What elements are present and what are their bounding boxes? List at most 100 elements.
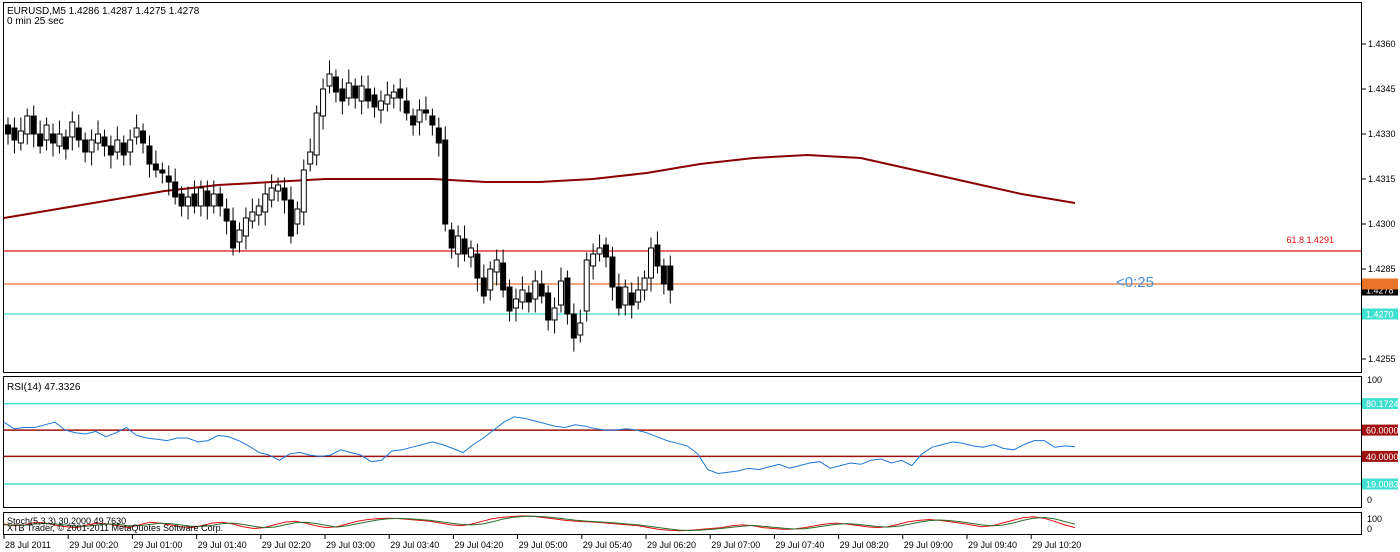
rsi-panel[interactable] xyxy=(3,376,1362,508)
x-tick-label: 29 Jul 09:00 xyxy=(904,540,953,550)
fib-level-label: 61.8 1.4291 xyxy=(1286,235,1334,245)
candle xyxy=(114,126,121,160)
x-tick-label: 29 Jul 05:00 xyxy=(519,540,568,550)
rsi-level-tag: 80.1724 xyxy=(1362,398,1399,410)
y-tick-label: 1.4345 xyxy=(1368,84,1396,94)
candle xyxy=(62,129,69,160)
price-tag-2: 1.4280 xyxy=(1362,278,1398,290)
candle xyxy=(287,186,294,244)
candle xyxy=(313,105,320,166)
candle xyxy=(255,198,262,226)
countdown-label: <0:25 xyxy=(1116,274,1154,291)
x-tick-label: 29 Jul 10:20 xyxy=(1032,540,1081,550)
candle xyxy=(217,186,224,217)
candle xyxy=(403,87,410,121)
candle xyxy=(281,177,288,214)
candle xyxy=(5,117,11,145)
candle xyxy=(455,225,462,268)
price-tags: 1.4278 1.4270 1.4280 xyxy=(1362,278,1398,320)
x-tick-label: 29 Jul 03:00 xyxy=(326,540,375,550)
rsi-y-tick: 0 xyxy=(1367,495,1372,505)
y-tick-label: 1.4315 xyxy=(1368,174,1396,184)
candle xyxy=(422,96,429,121)
moving-average-line xyxy=(3,153,1076,219)
price-panel[interactable] xyxy=(3,2,1362,373)
candle xyxy=(358,75,365,115)
candle xyxy=(242,207,249,250)
candle xyxy=(519,276,526,310)
candle xyxy=(210,180,217,214)
stoch-y-tick: 100 xyxy=(1367,514,1382,524)
rsi-y-axis: 100 0 xyxy=(1367,375,1382,505)
x-tick-label: 29 Jul 00:20 xyxy=(69,540,118,550)
stochastic-lines xyxy=(3,515,1076,532)
candle xyxy=(75,114,82,148)
candle xyxy=(204,180,211,220)
candle xyxy=(140,123,147,154)
candle xyxy=(397,78,404,112)
candle xyxy=(525,285,532,313)
candlestick-series xyxy=(5,60,674,352)
svg-text:1.4278: 1.4278 xyxy=(1366,286,1394,296)
svg-text:80.1724: 80.1724 xyxy=(1366,399,1399,409)
y-tick-label: 1.4285 xyxy=(1368,264,1396,274)
candle xyxy=(583,252,590,322)
candle xyxy=(56,120,63,154)
svg-text:40.0000: 40.0000 xyxy=(1366,452,1399,462)
x-tick-label: 29 Jul 06:20 xyxy=(647,540,696,550)
rsi-y-tick: 100 xyxy=(1367,375,1382,385)
svg-text:19.0083: 19.0083 xyxy=(1366,480,1399,490)
candle xyxy=(551,297,558,334)
candle xyxy=(107,135,114,169)
stoch-series-line-1 xyxy=(3,515,1076,532)
candle xyxy=(223,198,230,235)
candle xyxy=(442,126,449,232)
candle xyxy=(82,132,89,163)
stoch-title: Stoch(5,3,3) 30.2000 49.7630 xyxy=(7,516,126,526)
candle xyxy=(512,288,519,322)
x-tick-label: 29 Jul 05:40 xyxy=(583,540,632,550)
candle xyxy=(307,138,314,172)
candle xyxy=(262,183,269,226)
candle xyxy=(37,120,44,154)
candle xyxy=(43,117,50,151)
candle xyxy=(352,78,359,109)
price-y-axis: 1.4360 1.4345 1.4330 1.4315 1.4300 1.4285 1.42… xyxy=(1361,39,1396,364)
candle xyxy=(467,240,474,268)
candle xyxy=(236,222,243,253)
candle xyxy=(345,69,352,106)
time-axis: 28 Jul 2011 29 Jul 00:20 29 Jul 01:00 29 Ju… xyxy=(3,535,1081,550)
x-tick-label: 29 Jul 07:00 xyxy=(711,540,760,550)
candle xyxy=(88,129,95,166)
candle xyxy=(320,78,327,130)
candle xyxy=(648,237,654,292)
moving-average xyxy=(3,153,1076,219)
candle xyxy=(487,261,494,301)
y-tick-label: 1.4360 xyxy=(1368,39,1396,49)
candle xyxy=(609,246,616,301)
candle xyxy=(410,108,417,136)
candle xyxy=(95,120,102,151)
candle xyxy=(230,207,237,256)
candle xyxy=(17,117,24,151)
candle xyxy=(557,267,564,313)
candle xyxy=(146,135,153,178)
candle xyxy=(275,177,282,202)
x-tick-label: 29 Jul 01:00 xyxy=(133,540,182,550)
candle xyxy=(249,198,256,229)
stoch-y-tick: 0 xyxy=(1367,524,1372,534)
svg-text:1.4280: 1.4280 xyxy=(1366,280,1394,290)
svg-text:60.0000: 60.0000 xyxy=(1366,426,1399,436)
candle xyxy=(577,309,584,343)
candle xyxy=(50,123,57,157)
candle xyxy=(506,279,513,322)
candle xyxy=(545,285,552,331)
candle xyxy=(596,234,603,262)
candle xyxy=(159,162,166,184)
candle xyxy=(384,81,391,112)
candle xyxy=(667,255,674,304)
candle xyxy=(435,117,442,157)
candle xyxy=(660,258,667,295)
